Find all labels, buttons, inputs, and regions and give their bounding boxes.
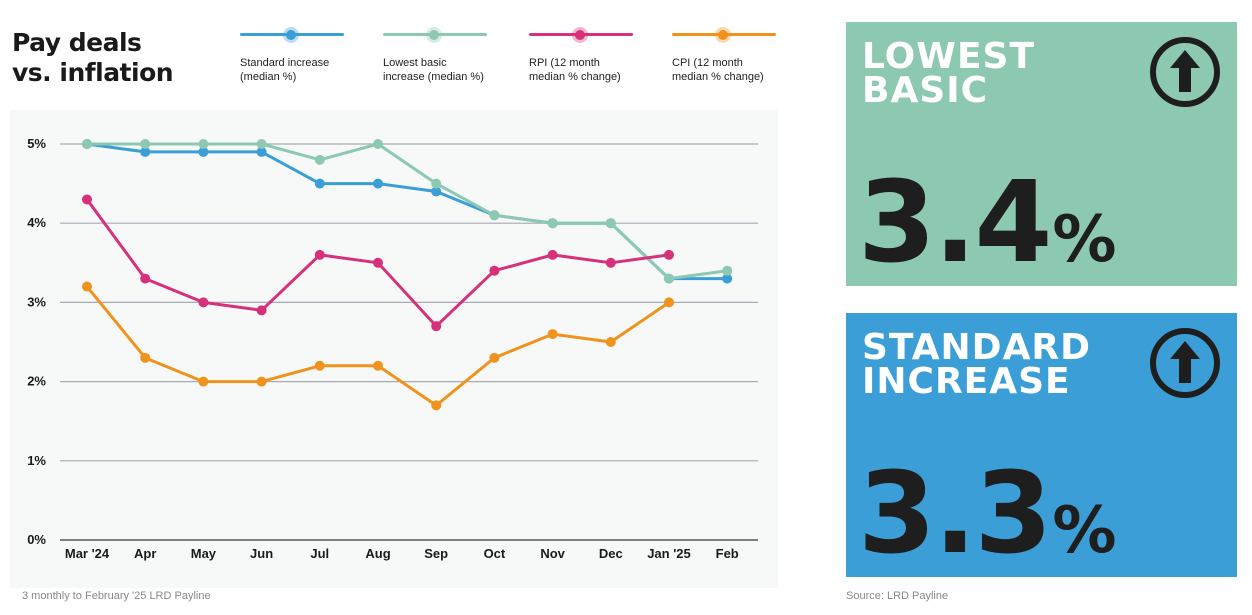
data-point [431, 178, 442, 189]
data-point [431, 321, 442, 332]
data-point [198, 139, 209, 149]
data-point [664, 297, 674, 308]
y-tick-label: 0% [27, 532, 46, 547]
data-point [373, 257, 383, 268]
y-tick-label: 2% [27, 374, 46, 389]
chart-title-line-1: Pay deals [12, 28, 142, 57]
data-point [722, 273, 733, 284]
legend-item-lowest-basic: Lowest basic increase (median %) [383, 26, 523, 84]
y-tick-label: 1% [27, 453, 46, 468]
card-heading: LOWEST BASIC [862, 36, 1036, 111]
x-tick-label: Dec [599, 546, 623, 561]
data-point [431, 400, 442, 411]
legend-swatch [383, 26, 523, 44]
chart-title: Pay deals vs. inflation [12, 28, 174, 88]
card-standard-increase: STANDARD INCREASE 3.3% [846, 313, 1237, 579]
data-point [140, 273, 151, 284]
arrow-up-circle-icon [1150, 328, 1220, 398]
legend-label: Lowest basic increase (median %) [383, 57, 484, 83]
series-line [85, 285, 671, 407]
series-line [85, 142, 729, 281]
data-point [489, 210, 500, 221]
legend-swatch [672, 26, 812, 44]
data-point [314, 249, 325, 260]
x-tick-label: May [191, 546, 217, 561]
legend-item-standard-increase: Standard increase (median %) [240, 26, 380, 84]
x-tick-label: Jun [250, 546, 273, 561]
card-value-number: 3.4 [858, 158, 1052, 288]
chart-title-line-2: vs. inflation [12, 58, 174, 87]
x-tick-label: Aug [365, 546, 390, 561]
data-point [256, 376, 267, 387]
arrow-up-circle-icon [1150, 37, 1220, 107]
card-value-unit: % [1052, 494, 1117, 568]
data-point [489, 265, 500, 276]
data-point [373, 360, 383, 371]
x-tick-label: Nov [540, 546, 565, 561]
data-point [314, 154, 325, 165]
data-point [82, 139, 92, 149]
legend-label: RPI (12 month median % change) [529, 57, 621, 83]
legend-item-rpi: RPI (12 month median % change) [529, 26, 669, 84]
legend-label: Standard increase (median %) [240, 57, 330, 83]
data-point [373, 178, 383, 189]
legend-swatch [240, 26, 380, 44]
data-point [256, 305, 267, 316]
x-tick-label: Jul [310, 546, 329, 561]
card-value-unit: % [1052, 203, 1117, 277]
y-tick-label: 4% [27, 215, 46, 230]
legend-swatch [529, 26, 669, 44]
data-point [547, 329, 558, 340]
data-point [314, 360, 325, 371]
data-point [198, 146, 209, 157]
x-tick-label: Sep [424, 546, 448, 561]
card-heading: STANDARD INCREASE [862, 327, 1092, 402]
source-note: Source: LRD Payline [846, 590, 949, 602]
chart-panel: 0% 1% 2% 3% 4% 5% Mar '24 Apr May Jun Jul Aug Sep Oct… [10, 110, 778, 588]
x-tick-label: Oct [484, 546, 506, 561]
x-tick-label: Apr [134, 546, 156, 561]
card-value: 3.3% [858, 449, 1117, 579]
data-point [314, 178, 325, 189]
card-value: 3.4% [858, 158, 1117, 288]
line-chart: 0% 1% 2% 3% 4% 5% Mar '24 Apr May Jun Jul Aug Sep Oct… [27, 136, 758, 561]
data-point [373, 139, 383, 149]
data-point [140, 146, 151, 157]
footnote: 3 monthly to February '25 LRD Payline [22, 590, 211, 602]
data-point [431, 186, 442, 197]
data-point [489, 352, 500, 363]
data-point [140, 139, 151, 149]
x-tick-label: Feb [716, 546, 739, 561]
card-value-number: 3.3 [858, 449, 1052, 579]
data-point [547, 249, 558, 260]
data-point [605, 218, 616, 229]
data-point [722, 265, 733, 276]
data-point [82, 281, 92, 292]
x-tick-label: Jan '25 [647, 546, 691, 561]
card-lowest-basic: LOWEST BASIC 3.4% [846, 22, 1237, 288]
data-point [82, 194, 92, 205]
data-point [605, 257, 616, 268]
data-point [256, 139, 267, 149]
y-tick-label: 5% [27, 136, 46, 151]
data-point [664, 273, 674, 284]
x-tick-label: Mar '24 [65, 546, 110, 561]
data-point [140, 352, 151, 363]
data-point [547, 218, 558, 229]
y-tick-label: 3% [27, 294, 46, 309]
data-point [198, 297, 209, 308]
data-point [605, 337, 616, 347]
data-point [256, 146, 267, 157]
data-point [664, 249, 674, 260]
data-point [198, 376, 209, 387]
legend-item-cpi: CPI (12 month median % change) [672, 26, 812, 84]
legend-label: CPI (12 month median % change) [672, 57, 764, 83]
